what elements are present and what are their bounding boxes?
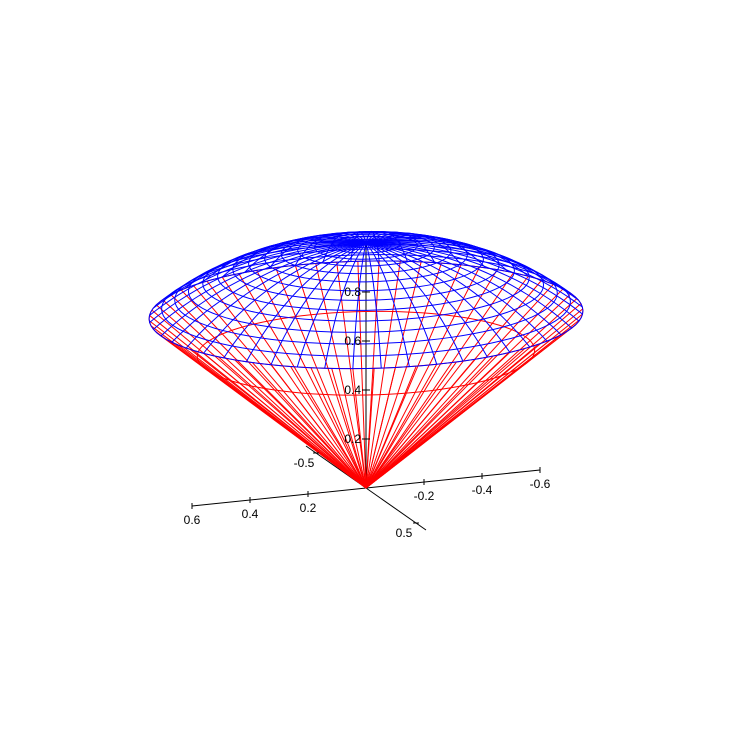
cap-meridian-line [365, 232, 462, 266]
cone-ring [196, 310, 536, 396]
cap-meridian-line [201, 238, 367, 283]
cap-meridian-line [365, 231, 436, 263]
cone-generator-line [149, 315, 367, 489]
cone-generator-line [365, 303, 582, 489]
cone-generator-line [365, 293, 572, 489]
cap-meridian-line [203, 242, 367, 354]
cap-meridian-line [365, 230, 380, 261]
cone-generator-line [294, 265, 367, 489]
cap-meridian-line [153, 242, 367, 330]
x-tick-label: -0.4 [472, 483, 493, 497]
y-tick-label: -0.5 [294, 456, 315, 470]
cap-meridian-line [245, 242, 367, 362]
cone-generator-line [162, 299, 367, 489]
cone-generator-line [155, 304, 367, 489]
x-tick-label: 0.2 [300, 501, 317, 515]
cone-generator-line [365, 264, 462, 489]
cone-generator-line [365, 308, 584, 489]
cone-generator-line [365, 269, 498, 489]
cone-generator-line [192, 285, 367, 489]
tick-labels: 0.6 0.4 0.2 -0.2 -0.4 -0.6 -0.5 0.5 0.2 0.4 0.6 0.8 [184, 285, 551, 540]
cap-meridian-line [365, 242, 488, 358]
x-tick-label: -0.2 [414, 489, 435, 503]
cone-generator-line [365, 261, 422, 489]
cap-meridian-line [171, 242, 367, 343]
cone-generator-line [365, 272, 514, 489]
cone-generator-line [365, 298, 578, 489]
sphere-cap-surface [148, 230, 584, 370]
cap-meridian-line [185, 242, 367, 349]
cap-meridian-line [170, 240, 367, 296]
cone-generator-line [365, 313, 583, 489]
cone-generator-line [365, 364, 438, 489]
cap-meridian-line [149, 242, 367, 316]
cone-generator-line [221, 276, 367, 489]
cap-meridian-line [365, 241, 579, 301]
cone-generator-line [365, 266, 481, 489]
cone-generator-line [331, 368, 367, 489]
cap-meridian-line [350, 231, 367, 262]
cone-generator-line [256, 270, 367, 489]
cone-generator-line [206, 280, 367, 489]
cap-meridian-line [296, 242, 367, 368]
cap-meridian-line [365, 242, 531, 348]
cap-meridian-line [270, 242, 367, 365]
cone-generator-line [151, 309, 367, 489]
cone-generator-line [357, 261, 367, 489]
cone-generator-line [365, 361, 457, 489]
y-tick-label: 0.5 [396, 526, 413, 540]
cap-meridian-line [352, 242, 367, 369]
cap-meridian-line [365, 242, 438, 365]
cap-meridian-line [365, 242, 580, 322]
cone-generator-line [310, 367, 367, 489]
cone-generator-line [365, 279, 543, 489]
cap-meridian-line [365, 231, 408, 262]
cap-meridian-line [365, 242, 583, 308]
cone-generator-line [315, 263, 367, 489]
cone-generator-line [148, 320, 367, 489]
cap-meridian-line [365, 242, 410, 367]
cap-meridian-line [159, 241, 367, 302]
cap-meridian-line [365, 242, 583, 315]
cone-generator-line [365, 275, 529, 489]
cap-meridian-line [223, 242, 367, 359]
cap-meridian-line [365, 242, 511, 353]
x-tick-label: -0.6 [530, 477, 551, 491]
cap-meridian-line [365, 242, 464, 362]
cone-generator-line [154, 330, 367, 489]
x-tick-label: 0.6 [184, 513, 201, 527]
cone-generator-line [180, 289, 367, 489]
x-tick-label: 0.4 [242, 507, 259, 521]
cone-generator-line [170, 294, 367, 489]
cap-meridian-line [152, 242, 367, 309]
cone-generator-line [365, 288, 564, 489]
z-tick-label: 0.4 [344, 383, 361, 397]
cap-meridian-line [365, 242, 382, 369]
cap-meridian-line [365, 233, 487, 269]
cap-meridian-line [324, 242, 367, 369]
cap-meridian-line [149, 242, 367, 323]
cone-generator-line [275, 267, 367, 489]
z-tick-label: 0.6 [344, 334, 361, 348]
z-tick-label: 0.2 [344, 432, 361, 446]
axes-front-group [191, 291, 541, 524]
cone-generator-line [365, 260, 380, 489]
cone-generator-line [238, 273, 367, 489]
z-tick-label: 0.8 [344, 285, 361, 299]
cap-meridian-line [365, 242, 548, 342]
cap-meridian-line [365, 235, 509, 273]
cap-meridian-line [365, 242, 573, 329]
